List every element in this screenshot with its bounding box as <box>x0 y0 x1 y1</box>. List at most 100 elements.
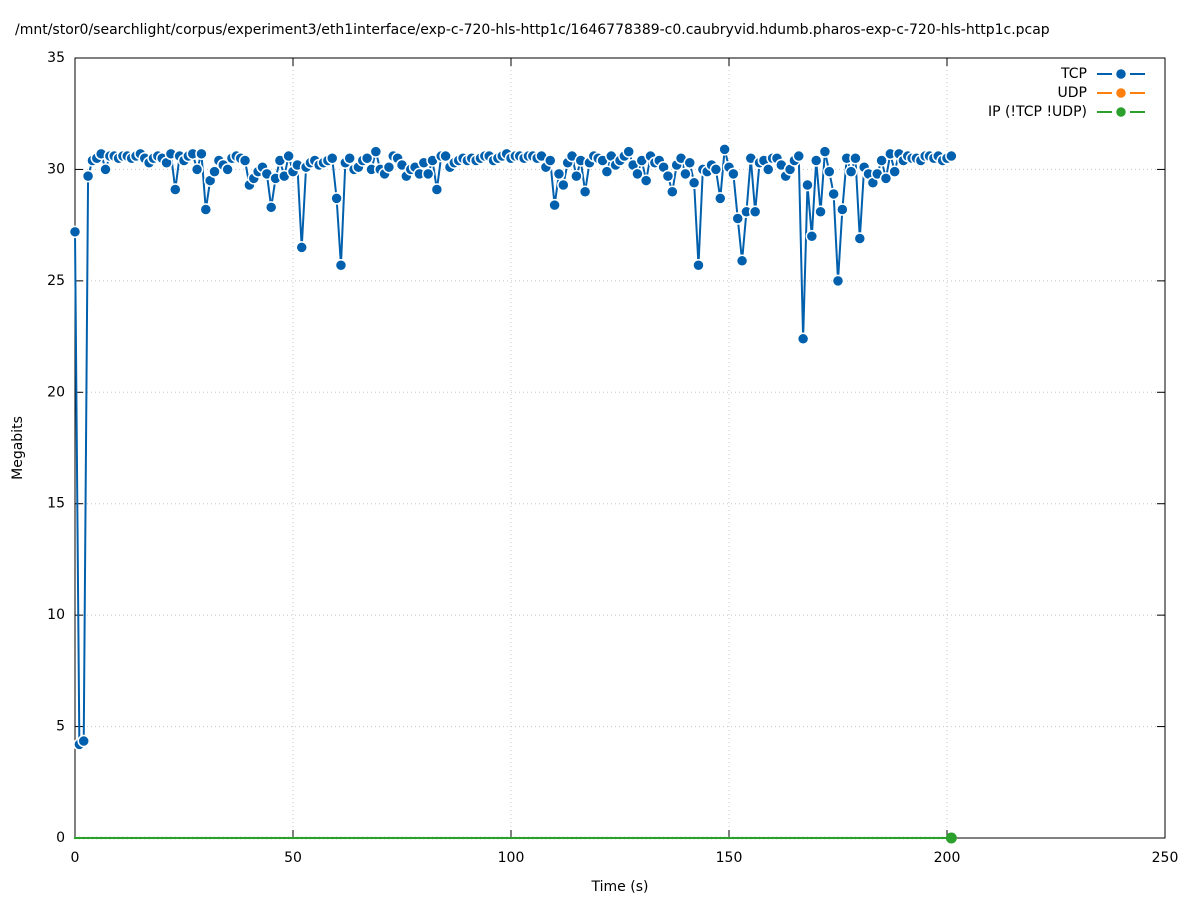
data-point <box>99 836 103 840</box>
data-point <box>208 165 221 178</box>
data-point <box>875 154 888 167</box>
data-point <box>527 836 530 840</box>
data-point <box>152 836 155 840</box>
data-point <box>710 836 713 840</box>
data-point <box>605 836 609 840</box>
data-point <box>396 836 399 840</box>
data-point <box>492 836 495 840</box>
data-point <box>588 836 591 840</box>
data-point <box>723 836 726 840</box>
data-point <box>382 160 396 174</box>
series-line <box>74 149 952 747</box>
data-point <box>95 836 99 840</box>
data-point <box>256 836 260 840</box>
data-point <box>522 836 526 840</box>
data-point <box>828 836 831 840</box>
data-point <box>854 836 857 840</box>
data-point <box>566 836 569 840</box>
legend-label: UDP <box>1058 85 1087 101</box>
data-point <box>86 836 90 840</box>
data-point <box>562 836 565 840</box>
data-point <box>309 836 312 840</box>
data-point <box>544 836 548 840</box>
data-point <box>796 332 810 346</box>
data-point <box>348 836 351 840</box>
data-point <box>845 836 848 840</box>
data-point <box>818 145 832 158</box>
data-point <box>801 178 814 192</box>
data-point <box>430 183 444 196</box>
data-point <box>718 143 731 156</box>
data-point <box>195 836 199 840</box>
data-point <box>156 836 160 840</box>
data-point <box>230 836 234 840</box>
data-point <box>104 836 107 840</box>
data-point <box>814 205 827 219</box>
x-axis-label: Time (s) <box>591 879 649 895</box>
data-point <box>370 836 373 840</box>
data-point <box>736 836 739 840</box>
y-tick-label: 20 <box>47 384 65 400</box>
data-point <box>78 836 81 840</box>
data-point <box>190 163 204 176</box>
data-point <box>330 192 343 205</box>
data-point <box>831 274 845 288</box>
data-point <box>113 836 116 840</box>
data-point <box>709 163 723 176</box>
data-point <box>379 836 382 840</box>
data-point <box>369 145 383 158</box>
data-point <box>578 185 592 198</box>
data-point <box>339 836 343 840</box>
data-point <box>801 836 805 840</box>
legend-marker <box>1114 86 1128 100</box>
data-point <box>252 836 255 840</box>
legend-marker <box>1114 105 1128 119</box>
data-point <box>444 836 447 840</box>
data-point <box>622 145 635 158</box>
data-point <box>653 836 657 840</box>
data-point <box>666 836 670 840</box>
data-point <box>200 836 203 840</box>
data-point <box>291 836 295 840</box>
data-point <box>671 836 674 840</box>
data-point <box>261 836 264 840</box>
y-tick-label: 30 <box>47 161 65 177</box>
data-point <box>627 836 630 840</box>
data-point <box>270 836 273 840</box>
data-point <box>361 836 364 840</box>
data-point <box>143 836 146 840</box>
data-point <box>809 154 823 167</box>
data-point <box>806 836 809 840</box>
data-point <box>335 836 338 840</box>
data-point <box>631 836 635 840</box>
data-point <box>735 254 749 268</box>
data-point <box>792 149 806 163</box>
data-point <box>688 836 691 840</box>
data-point <box>788 836 792 840</box>
data-point <box>727 836 731 840</box>
data-point <box>797 836 800 840</box>
data-point <box>748 205 762 219</box>
data-point <box>841 836 844 840</box>
data-point <box>470 836 473 840</box>
data-point <box>440 836 443 840</box>
data-point <box>805 230 819 243</box>
data-point <box>832 836 835 840</box>
data-point <box>879 172 893 185</box>
data-point <box>505 836 508 840</box>
data-point <box>226 836 229 840</box>
data-point <box>810 836 814 840</box>
data-point <box>928 836 931 840</box>
data-point <box>719 836 722 840</box>
data-point <box>344 836 347 840</box>
data-point <box>204 836 207 840</box>
data-point <box>658 836 661 840</box>
data-point <box>352 836 356 840</box>
data-point <box>862 836 866 840</box>
data-point <box>126 836 129 840</box>
plot-border <box>74 57 1166 839</box>
data-point <box>161 836 164 840</box>
data-point <box>915 836 918 840</box>
data-point <box>68 225 82 239</box>
data-point <box>687 176 701 190</box>
